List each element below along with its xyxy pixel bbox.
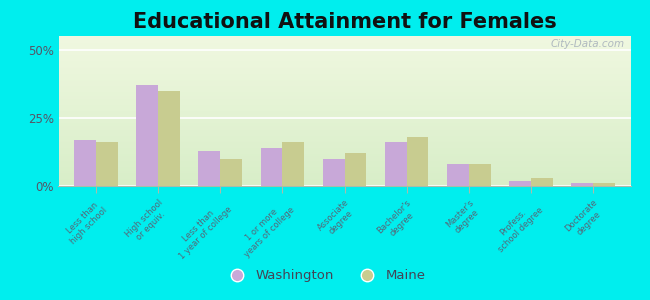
- Bar: [282, 142, 304, 186]
- Bar: [323, 159, 345, 186]
- Bar: [509, 181, 531, 186]
- Bar: [385, 142, 407, 186]
- Bar: [220, 159, 242, 186]
- Bar: [198, 151, 220, 186]
- Bar: [261, 148, 282, 186]
- Text: City-Data.com: City-Data.com: [551, 39, 625, 49]
- Bar: [593, 183, 615, 186]
- Legend: Washington, Maine: Washington, Maine: [219, 264, 431, 287]
- Bar: [407, 137, 428, 186]
- Bar: [469, 164, 491, 186]
- Bar: [74, 140, 96, 186]
- Bar: [447, 164, 469, 186]
- Title: Educational Attainment for Females: Educational Attainment for Females: [133, 12, 556, 32]
- Bar: [158, 91, 180, 186]
- Bar: [531, 178, 552, 186]
- Bar: [344, 153, 366, 186]
- Bar: [571, 183, 593, 186]
- Bar: [96, 142, 118, 186]
- Bar: [136, 85, 158, 186]
